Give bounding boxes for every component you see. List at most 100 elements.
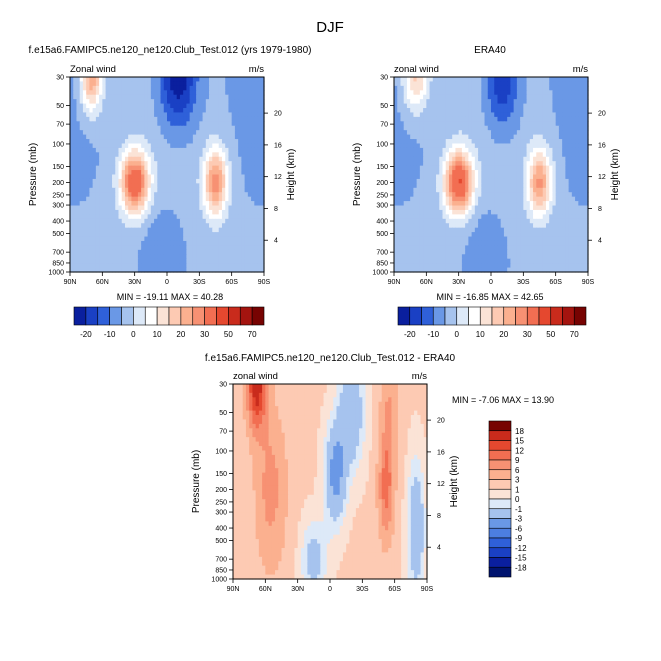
heatmap-cell	[491, 170, 495, 176]
heatmap-cell	[92, 121, 97, 127]
heatmap-cell	[225, 174, 230, 180]
heatmap-cell	[500, 223, 505, 229]
heatmap-cell	[128, 121, 133, 127]
heatmap-cell	[105, 201, 110, 207]
heatmap-cell	[478, 201, 482, 207]
heatmap-cell	[150, 183, 155, 189]
heatmap-cell	[565, 214, 570, 220]
heatmap-cell	[523, 77, 528, 83]
heatmap-cell	[448, 201, 453, 207]
heatmap-cell	[452, 143, 457, 149]
heatmap-cell	[79, 134, 84, 140]
heatmap-cell	[186, 214, 191, 220]
heatmap-cell	[167, 116, 171, 122]
heatmap-cell	[244, 258, 249, 264]
heatmap-cell	[186, 103, 191, 109]
heatmap-cell	[244, 94, 249, 100]
heatmap-cell	[231, 218, 236, 224]
heatmap-cell	[131, 156, 136, 162]
heatmap-cell	[244, 218, 249, 224]
heatmap-cell	[238, 85, 242, 91]
heatmap-cell	[205, 130, 210, 136]
heatmap-cell	[221, 77, 226, 83]
heatmap-cell	[257, 130, 262, 136]
heatmap-cell	[562, 85, 566, 91]
heatmap-cell	[76, 139, 81, 145]
heatmap-cell	[513, 227, 518, 233]
heatmap-cell	[150, 187, 155, 193]
heatmap-cell	[192, 152, 197, 158]
heatmap-cell	[157, 249, 162, 255]
heatmap-cell	[231, 90, 236, 96]
heatmap-cell	[192, 161, 197, 167]
heatmap-cell	[429, 209, 434, 215]
heatmap-cell	[231, 152, 236, 158]
heatmap-cell	[507, 147, 511, 153]
heatmap-cell	[257, 165, 262, 171]
heatmap-cell	[545, 214, 550, 220]
heatmap-cell	[523, 218, 528, 224]
heatmap-cell	[95, 214, 100, 220]
heatmap-cell	[147, 103, 152, 109]
heatmap-cell	[455, 192, 460, 198]
heatmap-cell	[212, 192, 217, 198]
heatmap-cell	[212, 209, 217, 215]
heatmap-cell	[562, 156, 566, 162]
heatmap-cell	[581, 205, 586, 211]
heatmap-cell	[568, 99, 573, 105]
heatmap-cell	[254, 112, 259, 118]
heatmap-cell	[520, 218, 524, 224]
heatmap-cell	[212, 103, 217, 109]
heatmap-cell	[455, 116, 460, 122]
heatmap-cell	[124, 227, 129, 233]
heatmap-cell	[578, 116, 583, 122]
heatmap-cell	[137, 267, 142, 273]
heatmap-cell	[465, 103, 469, 109]
heatmap-cell	[442, 205, 447, 211]
heatmap-cell	[99, 77, 103, 83]
heatmap-cell	[452, 108, 457, 114]
heatmap-cell	[552, 178, 557, 184]
heatmap-cell	[205, 125, 210, 131]
heatmap-cell	[115, 165, 120, 171]
heatmap-cell	[202, 121, 207, 127]
heatmap-cell	[105, 178, 110, 184]
heatmap-cell	[95, 81, 100, 87]
heatmap-cell	[205, 99, 210, 105]
heatmap-cell	[491, 161, 495, 167]
heatmap-cell	[86, 205, 90, 211]
heatmap-cell	[95, 254, 100, 260]
heatmap-cell	[137, 227, 142, 233]
heatmap-cell	[458, 227, 463, 233]
heatmap-cell	[410, 121, 414, 127]
heatmap-cell	[448, 85, 453, 91]
heatmap-cell	[124, 174, 129, 180]
colorbar-label: -10	[104, 330, 116, 339]
heatmap-cell	[86, 103, 90, 109]
heatmap-cell	[491, 116, 495, 122]
heatmap-cell	[251, 254, 255, 260]
heatmap-cell	[461, 214, 466, 220]
heatmap-cell	[234, 90, 239, 96]
heatmap-cell	[461, 236, 466, 242]
heatmap-cell	[423, 214, 427, 220]
heatmap-cell	[536, 81, 541, 87]
heatmap-cell	[167, 236, 171, 242]
heatmap-cell	[426, 223, 431, 229]
heatmap-cell	[575, 192, 579, 198]
heatmap-cell	[212, 214, 217, 220]
heatmap-cell	[215, 108, 220, 114]
colorbar-swatch	[192, 306, 205, 326]
heatmap-cell	[523, 232, 528, 238]
heatmap-cell	[179, 139, 184, 145]
heatmap-cell	[432, 174, 437, 180]
heatmap-cell	[403, 108, 408, 114]
heatmap-cell	[95, 263, 100, 269]
heatmap-cell	[429, 90, 434, 96]
heatmap-cell	[497, 214, 502, 220]
heatmap-cell	[571, 134, 576, 140]
heatmap-cell	[500, 77, 505, 83]
heatmap-cell	[176, 196, 181, 202]
heatmap-cell	[79, 156, 84, 162]
heatmap-cell	[410, 192, 414, 198]
